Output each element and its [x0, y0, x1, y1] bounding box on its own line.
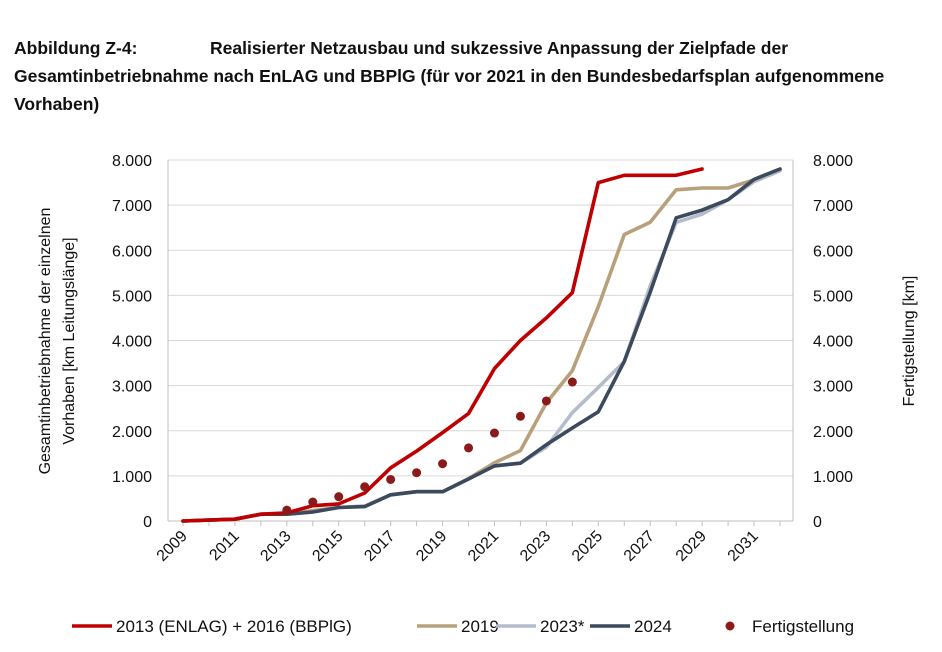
- x-tick-label: 2025: [569, 528, 606, 565]
- y2-tick-label: 4.000: [813, 334, 853, 351]
- legend-item: Fertigstellung: [725, 617, 854, 636]
- y2-axis-label: Fertigstellung [km]: [901, 276, 918, 407]
- y-tick-label: 3.000: [112, 379, 152, 396]
- y2-tick-label: 5.000: [813, 288, 853, 305]
- fertigstellung-point: [567, 377, 577, 387]
- x-tick-label: 2031: [725, 528, 762, 565]
- y-tick-label: 7.000: [112, 198, 152, 215]
- legend-label: 2023*: [540, 617, 585, 636]
- fertigstellung-point: [334, 492, 344, 502]
- legend-item: 2024: [590, 617, 672, 636]
- x-tick-label: 2023: [517, 528, 554, 565]
- figure-caption: Abbildung Z-4: Realisierter Netzausbau un…: [14, 34, 928, 118]
- y2-tick-label: 2.000: [813, 424, 853, 441]
- y-axis-label-line2: Vorhaben [km Leitungslänge]: [61, 237, 78, 444]
- y2-tick-label: 0: [813, 514, 822, 531]
- axes: 0 0 1.000 1.000 2.000 2.000 3.000 3.000 4.000 4.0…: [112, 153, 853, 565]
- y-tick-label: 4.000: [112, 334, 152, 351]
- series-line-2019: [181, 167, 782, 523]
- y2-tick-label: 7.000: [813, 198, 853, 215]
- x-tick-label: 2009: [154, 528, 191, 565]
- series-lines: [181, 167, 782, 523]
- legend: 2013 (ENLAG) + 2016 (BBPlG) 2019 2023* 2024…: [72, 617, 854, 636]
- legend-label: 2019: [461, 617, 499, 636]
- y-tick-label: 0: [143, 514, 152, 531]
- y2-tick-label: 8.000: [813, 153, 853, 170]
- fertigstellung-point: [464, 443, 474, 453]
- x-tick-label: 2029: [673, 528, 710, 565]
- y-tick-label: 2.000: [112, 424, 152, 441]
- x-tick-label: 2019: [413, 528, 450, 565]
- caption-text: Realisierter Netzausbau und sukzessive A…: [14, 38, 885, 114]
- x-tick-label: 2011: [206, 528, 242, 564]
- fertigstellung-point: [360, 482, 370, 492]
- legend-label: 2013 (ENLAG) + 2016 (BBPlG): [116, 617, 352, 636]
- fertigstellung-point: [386, 474, 396, 484]
- fertigstellung-point: [489, 428, 499, 438]
- fertigstellung-point: [308, 497, 318, 507]
- gridlines: [168, 159, 793, 477]
- x-tick-label: 2021: [465, 528, 502, 565]
- series-line-2023-: [181, 169, 782, 523]
- x-tick-label: 2027: [621, 528, 658, 565]
- y-tick-label: 5.000: [112, 288, 152, 305]
- legend-item: 2023*: [496, 617, 585, 636]
- fertigstellung-point: [412, 468, 422, 478]
- x-tick-label: 2013: [257, 528, 294, 565]
- y2-tick-label: 3.000: [813, 379, 853, 396]
- y-tick-label: 6.000: [112, 243, 152, 260]
- fertigstellung-point: [541, 396, 551, 406]
- y2-tick-label: 6.000: [813, 243, 853, 260]
- fertigstellung-point: [515, 411, 525, 421]
- fertigstellung-dots: [282, 377, 577, 515]
- legend-item: 2013 (ENLAG) + 2016 (BBPlG): [72, 617, 352, 636]
- legend-item: 2019: [417, 617, 499, 636]
- x-tick-label: 2015: [309, 528, 346, 565]
- fertigstellung-point: [438, 459, 448, 469]
- legend-label: 2024: [634, 617, 672, 636]
- x-tick-label: 2017: [361, 528, 398, 565]
- caption-label: Abbildung Z-4:: [14, 38, 138, 58]
- y-axis-label-line1: Gesamtinbetriebnahme der einzelnen: [37, 208, 54, 475]
- series-line-2024: [181, 167, 782, 523]
- fertigstellung-point: [282, 505, 292, 515]
- y-tick-label: 8.000: [112, 153, 152, 170]
- legend-label: Fertigstellung: [752, 617, 854, 636]
- series-line-2013-enlag-2016-bbplg-: [181, 167, 704, 523]
- y-tick-label: 1.000: [112, 469, 152, 486]
- y2-tick-label: 1.000: [813, 469, 853, 486]
- legend-dot-marker: [725, 621, 735, 631]
